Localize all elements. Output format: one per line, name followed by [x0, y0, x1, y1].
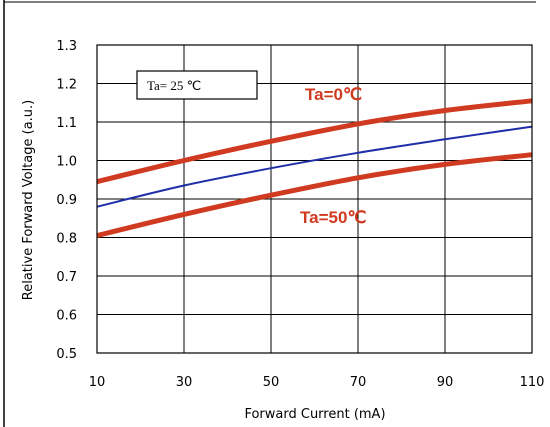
y-tick-label: 0.8 — [56, 232, 77, 247]
y-tick-labels: 0.5 0.6 0.7 0.8 0.9 1.0 1.1 1.2 1.3 — [56, 39, 77, 362]
x-tick-label: 70 — [350, 375, 367, 390]
annotation-ta-0: Ta=0℃ — [305, 85, 362, 104]
x-tick-label: 110 — [520, 375, 545, 390]
y-tick-label: 0.7 — [56, 270, 77, 285]
x-axis-label: Forward Current (mA) — [244, 407, 385, 422]
plot-border — [96, 44, 533, 354]
series-lines — [96, 98, 533, 239]
x-tick-label: 50 — [263, 375, 280, 390]
y-tick-label: 0.9 — [56, 193, 77, 208]
y-axis-label: Relative Forward Voltage (a.u.) — [21, 100, 36, 300]
y-tick-label: 1.0 — [56, 155, 77, 170]
x-tick-labels: 10 30 50 70 90 110 — [89, 375, 545, 390]
x-tick-label: 10 — [89, 375, 106, 390]
legend-box-label: Ta= 25 ℃ — [147, 78, 201, 93]
x-tick-label: 30 — [176, 375, 193, 390]
legend-box — [136, 70, 258, 100]
series-line-2 — [96, 152, 533, 239]
y-tick-label: 0.5 — [56, 347, 77, 362]
annotation-ta-50: Ta=50℃ — [300, 208, 367, 227]
y-tick-label: 0.6 — [56, 309, 77, 324]
series-line-0 — [96, 98, 533, 185]
y-tick-label: 1.2 — [56, 78, 77, 93]
series-line-1 — [96, 125, 533, 208]
y-tick-label: 1.3 — [56, 39, 77, 54]
y-tick-label: 1.1 — [56, 116, 77, 131]
x-tick-label: 90 — [437, 375, 454, 390]
